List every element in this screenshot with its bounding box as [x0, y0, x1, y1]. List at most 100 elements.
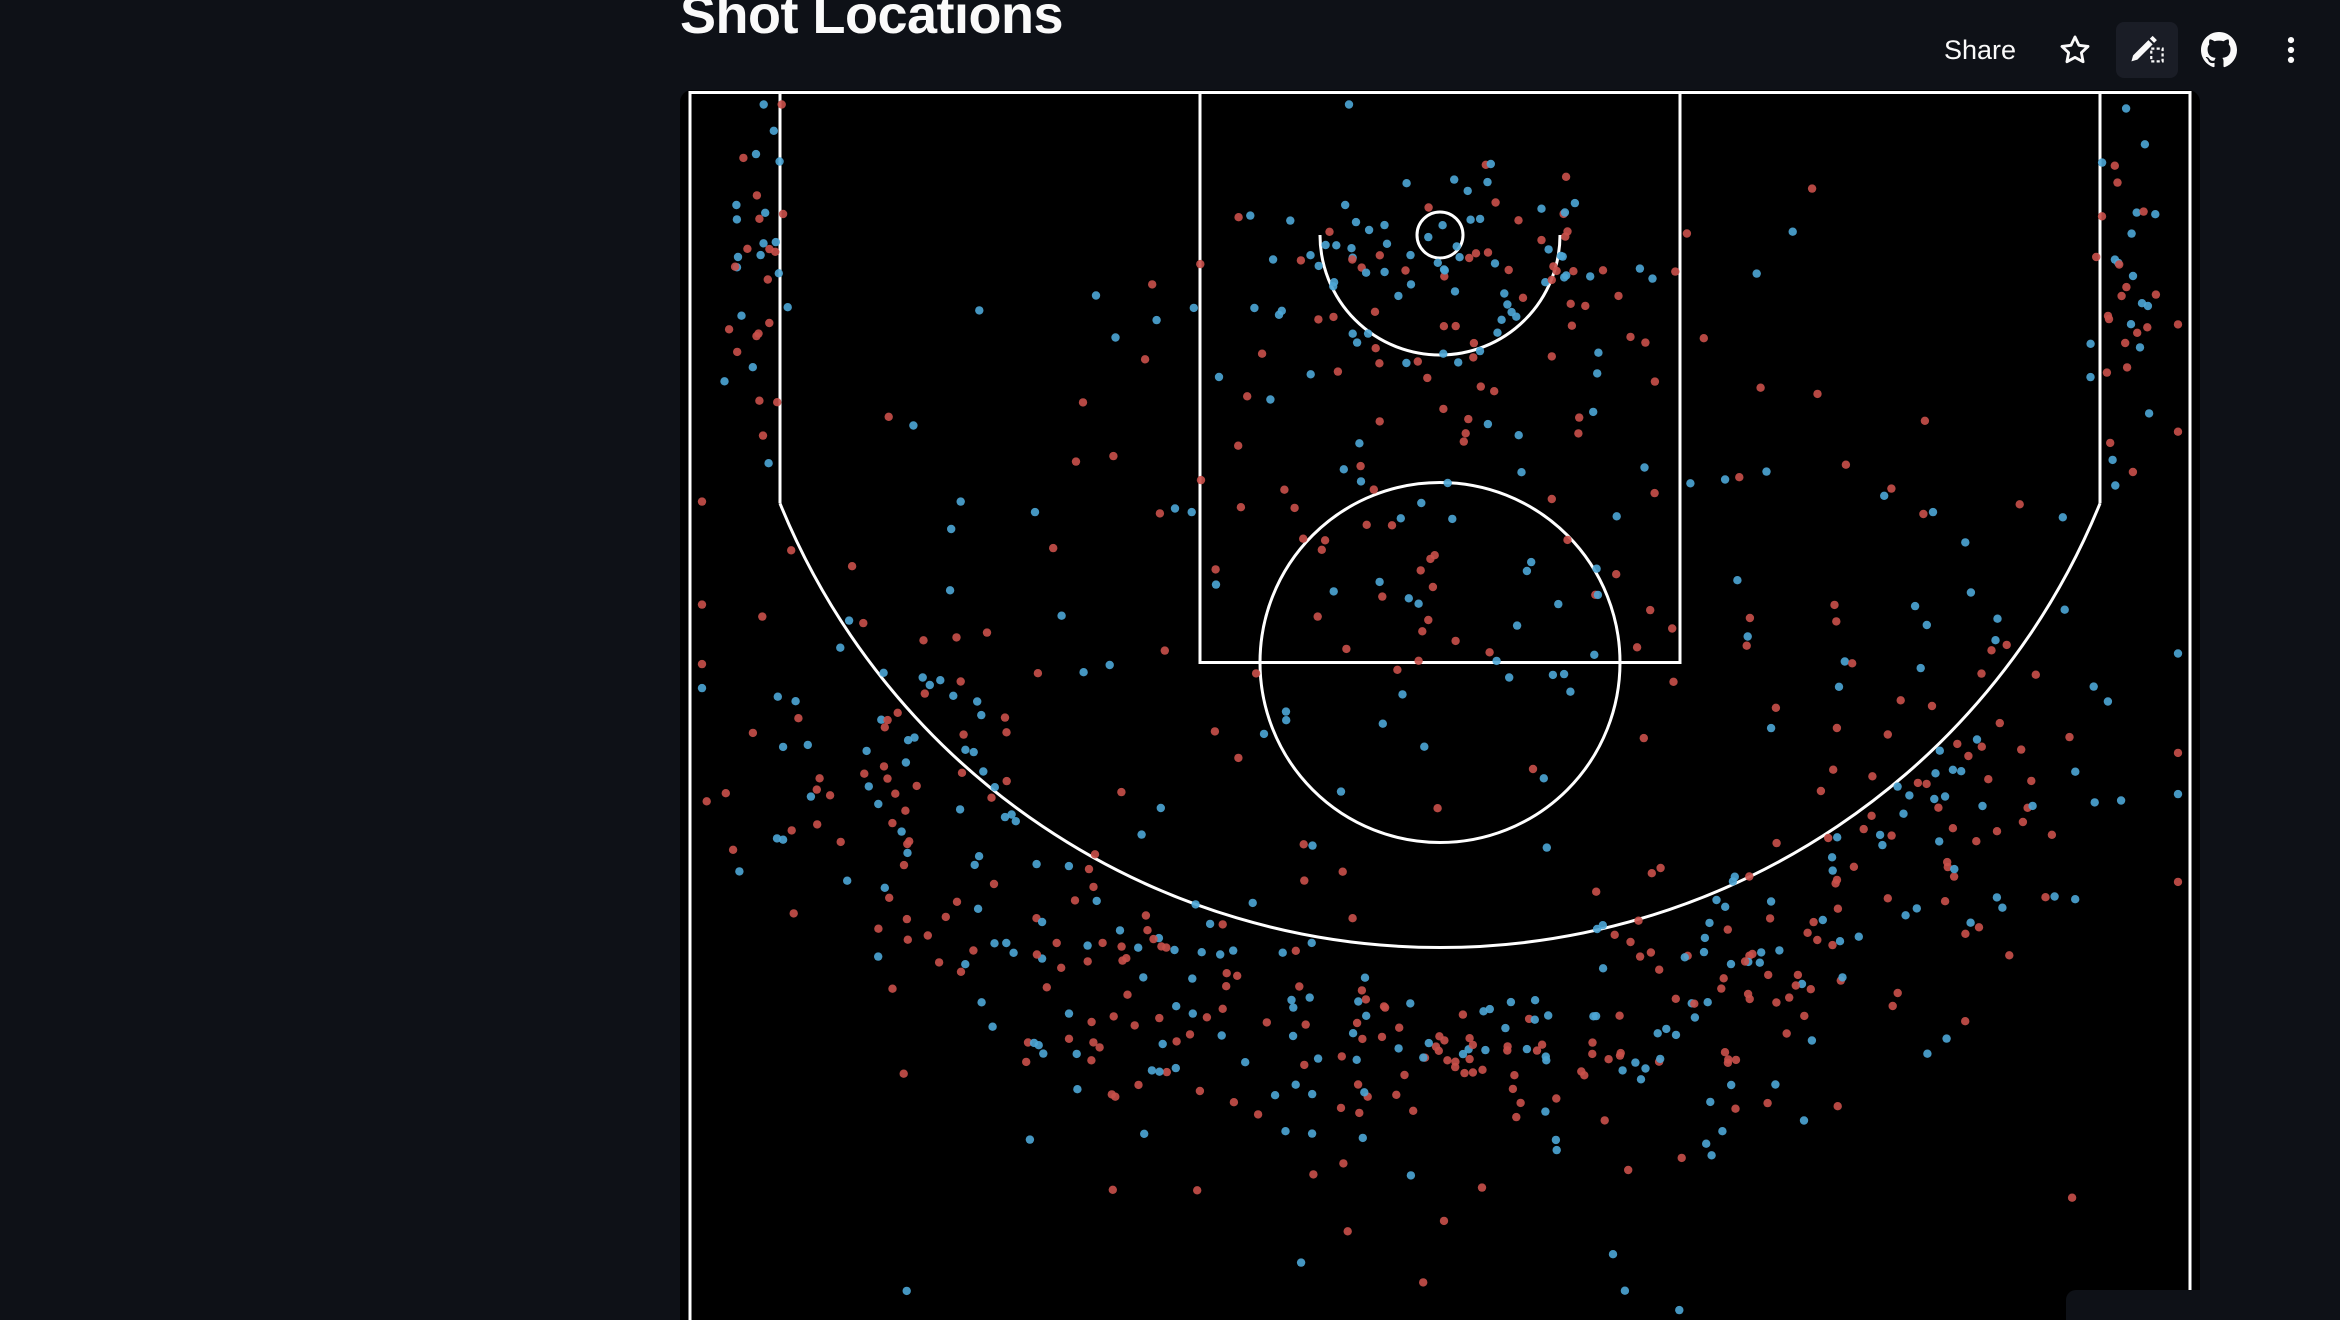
shot-point	[1828, 866, 1837, 875]
github-icon[interactable]	[2188, 22, 2250, 78]
shot-point	[1278, 948, 1287, 957]
shot-point	[751, 149, 761, 159]
shot-chart-svg	[688, 91, 2192, 1320]
shot-point	[1570, 198, 1580, 208]
shot-point	[1824, 833, 1833, 843]
shot-point	[1064, 861, 1074, 871]
shot-point	[956, 967, 966, 976]
shot-point	[1671, 994, 1680, 1003]
shot-point	[1078, 398, 1088, 407]
shot-point	[2139, 207, 2148, 216]
shot-point	[1766, 723, 1776, 733]
shot-point	[1735, 473, 1744, 482]
shot-point	[1070, 896, 1080, 905]
shot-point	[903, 848, 912, 858]
shot-point	[1984, 775, 1993, 784]
shot-point	[1953, 739, 1962, 749]
shot-point	[1141, 911, 1151, 920]
shot-point	[956, 677, 965, 686]
shot-point	[1916, 663, 1925, 673]
shot-point	[1647, 869, 1656, 878]
shot-point	[1000, 812, 1010, 822]
shot-point	[2111, 481, 2120, 490]
shot-point	[1433, 804, 1442, 813]
shot-point	[1635, 952, 1645, 961]
shot-point	[1733, 576, 1742, 585]
shot-point	[1592, 887, 1601, 896]
shot-point	[1481, 1045, 1490, 1055]
shot-points	[697, 100, 2183, 1315]
shot-point	[990, 939, 999, 948]
shot-point	[1721, 902, 1730, 911]
shot-point	[1618, 1066, 1627, 1075]
shot-point	[1671, 267, 1680, 276]
shot-point	[1961, 1017, 1970, 1026]
shot-point	[1130, 1021, 1139, 1030]
shot-point	[1217, 1031, 1226, 1040]
shot-point	[1336, 1103, 1346, 1113]
shot-point	[1512, 621, 1522, 630]
shot-point	[2151, 290, 2161, 299]
shot-point	[1291, 946, 1300, 955]
shot-point	[1380, 220, 1389, 230]
shot-point	[1757, 948, 1766, 957]
shot-point	[1854, 932, 1864, 941]
shot-point	[1360, 973, 1370, 982]
edit-source-icon[interactable]	[2116, 22, 2178, 78]
share-button[interactable]: Share	[1943, 35, 2016, 65]
shot-point	[2128, 271, 2138, 281]
shot-point	[1727, 1080, 1736, 1090]
shot-point	[2126, 320, 2136, 329]
shot-point	[1299, 534, 1308, 543]
shot-point	[1090, 850, 1100, 859]
shot-point	[1115, 926, 1125, 935]
shot-chart[interactable]	[680, 90, 2200, 1320]
shot-point	[1465, 253, 1474, 263]
shot-point	[1772, 998, 1781, 1007]
shot-point	[1745, 872, 1754, 881]
shot-point	[975, 306, 984, 315]
shot-point	[1458, 1010, 1468, 1019]
shot-point	[919, 636, 928, 645]
star-icon[interactable]	[2044, 22, 2106, 78]
shot-point	[1123, 990, 1132, 999]
shot-point	[1299, 840, 1308, 849]
shot-point	[1332, 241, 1341, 250]
shot-point	[902, 1286, 911, 1296]
shot-point	[765, 318, 774, 328]
shot-point	[1615, 1051, 1625, 1060]
shot-point	[1353, 1080, 1363, 1089]
shot-point	[1598, 921, 1607, 930]
shot-point	[1134, 1080, 1143, 1090]
shot-point	[1730, 872, 1740, 881]
shot-point	[1505, 673, 1514, 682]
shot-point	[2017, 745, 2026, 754]
shot-point	[1052, 938, 1061, 948]
shot-point	[1771, 703, 1781, 712]
shot-point	[1417, 498, 1426, 508]
shot-point	[1586, 272, 1595, 281]
shot-point	[1286, 216, 1295, 225]
shot-point	[903, 736, 913, 745]
shot-point	[1655, 965, 1664, 974]
shot-point	[1360, 1088, 1369, 1097]
shot-point	[1336, 787, 1346, 796]
shot-point	[1705, 918, 1714, 928]
shot-point	[1057, 611, 1066, 620]
shot-point	[1352, 338, 1362, 347]
shot-point	[1243, 392, 1252, 401]
shot-point	[1029, 1038, 1039, 1048]
shot-point	[1358, 1034, 1367, 1044]
shot-point	[901, 758, 911, 767]
shot-point	[1339, 1159, 1348, 1168]
more-vert-icon[interactable]	[2260, 22, 2322, 78]
shot-point	[1196, 259, 1205, 269]
shot-point	[2065, 732, 2074, 742]
shot-point	[1508, 1084, 1518, 1094]
shot-point	[1009, 948, 1018, 957]
shot-point	[778, 742, 788, 752]
shot-point	[1241, 1058, 1250, 1067]
shot-point	[1830, 600, 1839, 610]
shot-point	[1640, 463, 1649, 472]
shot-point	[1680, 953, 1689, 962]
